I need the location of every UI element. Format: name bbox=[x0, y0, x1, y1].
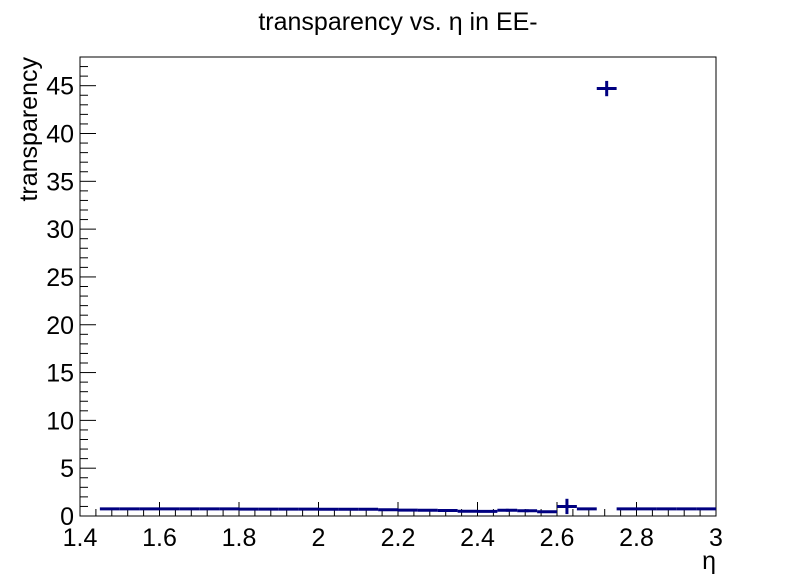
x-tick-label: 2 bbox=[312, 524, 326, 552]
data-point bbox=[119, 507, 140, 511]
data-point bbox=[537, 510, 557, 514]
data-point bbox=[557, 498, 577, 515]
data-point bbox=[239, 507, 259, 511]
x-tick-label: 2.6 bbox=[540, 524, 575, 552]
data-point bbox=[179, 507, 200, 511]
x-tick-label: 1.6 bbox=[142, 524, 177, 552]
data-point bbox=[358, 507, 379, 511]
data-point bbox=[596, 80, 617, 97]
x-axis-title: η bbox=[702, 547, 716, 574]
data-point bbox=[139, 507, 160, 511]
data-point bbox=[318, 507, 339, 511]
data-point bbox=[278, 507, 299, 511]
data-point bbox=[99, 507, 120, 511]
data-point bbox=[636, 507, 657, 511]
y-tick-label: 40 bbox=[46, 121, 74, 149]
data-point bbox=[378, 508, 398, 512]
data-point bbox=[219, 507, 239, 511]
data-point bbox=[338, 507, 359, 511]
data-point bbox=[417, 508, 438, 512]
plot-frame bbox=[79, 56, 717, 517]
data-point bbox=[477, 509, 498, 513]
y-tick-label: 0 bbox=[60, 503, 74, 531]
data-point bbox=[656, 507, 677, 511]
x-tick-label: 1.8 bbox=[222, 524, 257, 552]
x-tick-label: 1.4 bbox=[63, 524, 98, 552]
data-point bbox=[517, 509, 538, 513]
x-tick-label: 3 bbox=[709, 524, 723, 552]
y-axis: 0 5 10 15 20 25 30 35 40 45 bbox=[46, 56, 96, 531]
chart-title: transparency vs. η in EE- bbox=[258, 8, 537, 36]
data-point bbox=[298, 507, 319, 511]
y-tick-label: 35 bbox=[46, 168, 74, 196]
y-tick-label: 15 bbox=[46, 360, 74, 388]
x-tick-label: 2.2 bbox=[381, 524, 416, 552]
y-tick-label: 10 bbox=[46, 407, 74, 435]
data-point bbox=[258, 507, 279, 511]
data-point bbox=[676, 507, 697, 511]
y-tick-label: 25 bbox=[46, 264, 74, 292]
data-point bbox=[437, 508, 458, 512]
x-tick-label: 2.8 bbox=[619, 524, 654, 552]
data-point bbox=[159, 507, 180, 511]
y-tick-label: 20 bbox=[46, 312, 74, 340]
y-tick-label: 30 bbox=[46, 216, 74, 244]
data-series bbox=[99, 80, 716, 515]
data-point bbox=[199, 507, 220, 511]
data-point bbox=[457, 509, 478, 513]
data-point bbox=[616, 507, 637, 511]
x-tick-label: 2.4 bbox=[460, 524, 495, 552]
data-point bbox=[696, 507, 716, 511]
data-point bbox=[497, 508, 518, 512]
y-axis-title: transparency bbox=[15, 57, 43, 202]
y-tick-label: 5 bbox=[60, 455, 74, 483]
data-point bbox=[576, 507, 597, 511]
data-point bbox=[398, 508, 418, 512]
y-tick-label: 45 bbox=[46, 73, 74, 101]
